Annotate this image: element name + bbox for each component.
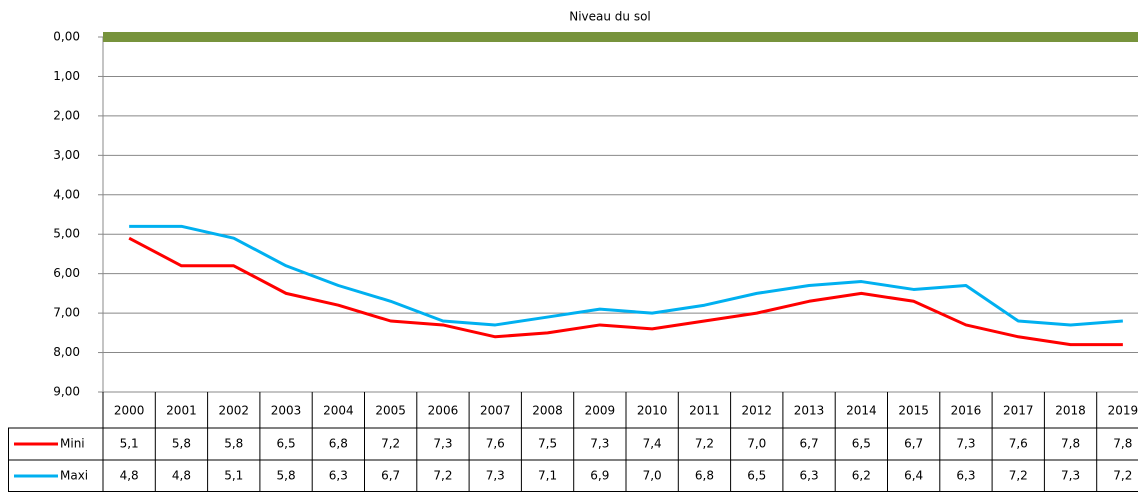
table-value: 7,2	[1113, 469, 1132, 483]
series-line	[129, 224, 1123, 327]
x-tick-label: 2007	[480, 404, 511, 418]
table-value: 7,3	[956, 437, 975, 451]
ground-level-label: Niveau du sol	[569, 10, 651, 24]
table-value: 7,8	[1061, 437, 1080, 451]
x-tick-label: 2002	[218, 404, 249, 418]
x-tick-label: 2015	[898, 404, 929, 418]
x-tick-label: 2008	[532, 404, 563, 418]
y-tick-label: 1,00	[53, 69, 80, 83]
table-value: 7,2	[695, 437, 714, 451]
x-tick-label: 2000	[114, 404, 145, 418]
x-tick-label: 2014	[846, 404, 877, 418]
table-value: 7,3	[1061, 469, 1080, 483]
ground-level-band	[103, 32, 1138, 42]
x-tick-label: 2006	[428, 404, 459, 418]
x-tick-label: 2003	[271, 404, 302, 418]
table-value: 7,3	[433, 437, 452, 451]
y-tick-label: 6,00	[53, 266, 80, 280]
x-tick-label: 2017	[1003, 404, 1034, 418]
legend-label: Maxi	[60, 469, 88, 483]
table-value: 5,8	[172, 437, 191, 451]
table-value: 7,0	[643, 469, 662, 483]
y-tick-label: 7,00	[53, 306, 80, 320]
table-value: 7,2	[1009, 469, 1028, 483]
y-tick-label: 3,00	[53, 148, 80, 162]
table-value: 5,8	[224, 437, 243, 451]
table-value: 7,5	[538, 437, 557, 451]
table-value: 7,2	[381, 437, 400, 451]
x-tick-label: 2011	[689, 404, 720, 418]
table-value: 6,7	[800, 437, 819, 451]
table-value: 6,8	[695, 469, 714, 483]
legend-label: Mini	[60, 437, 85, 451]
series-line	[128, 236, 1123, 347]
y-tick-label: 0,00	[53, 30, 80, 44]
table-value: 6,3	[800, 469, 819, 483]
table-value: 6,7	[381, 469, 400, 483]
x-tick-label: 2012	[741, 404, 772, 418]
table-value: 5,8	[277, 469, 296, 483]
table-value: 7,8	[1113, 437, 1132, 451]
y-tick-label: 5,00	[53, 227, 80, 241]
y-tick-label: 8,00	[53, 345, 80, 359]
table-value: 7,6	[1009, 437, 1028, 451]
table-value: 5,1	[224, 469, 243, 483]
table-value: 7,4	[643, 437, 662, 451]
table-value: 5,1	[120, 437, 139, 451]
x-tick-label: 2010	[637, 404, 668, 418]
table-value: 6,3	[329, 469, 348, 483]
table-value: 6,8	[329, 437, 348, 451]
table-value: 7,1	[538, 469, 557, 483]
y-tick-label: 9,00	[53, 385, 80, 399]
table-value: 4,8	[120, 469, 139, 483]
y-tick-label: 4,00	[53, 187, 80, 201]
x-tick-label: 2013	[794, 404, 825, 418]
table-value: 7,2	[433, 469, 452, 483]
table-value: 4,8	[172, 469, 191, 483]
table-value: 6,9	[590, 469, 609, 483]
table-value: 7,0	[747, 437, 766, 451]
x-tick-label: 2001	[166, 404, 197, 418]
table-value: 7,6	[486, 437, 505, 451]
table-value: 6,7	[904, 437, 923, 451]
x-tick-label: 2016	[951, 404, 982, 418]
table-value: 6,2	[852, 469, 871, 483]
table-value: 6,3	[956, 469, 975, 483]
table-value: 6,5	[747, 469, 766, 483]
x-tick-label: 2018	[1055, 404, 1086, 418]
x-tick-label: 2009	[585, 404, 616, 418]
table-value: 7,3	[486, 469, 505, 483]
x-tick-label: 2005	[375, 404, 406, 418]
table-value: 6,5	[852, 437, 871, 451]
x-tick-label: 2004	[323, 404, 354, 418]
table-value: 6,5	[277, 437, 296, 451]
table-value: 7,3	[590, 437, 609, 451]
x-tick-label: 2019	[1108, 404, 1138, 418]
table-value: 6,4	[904, 469, 923, 483]
y-tick-label: 2,00	[53, 108, 80, 122]
